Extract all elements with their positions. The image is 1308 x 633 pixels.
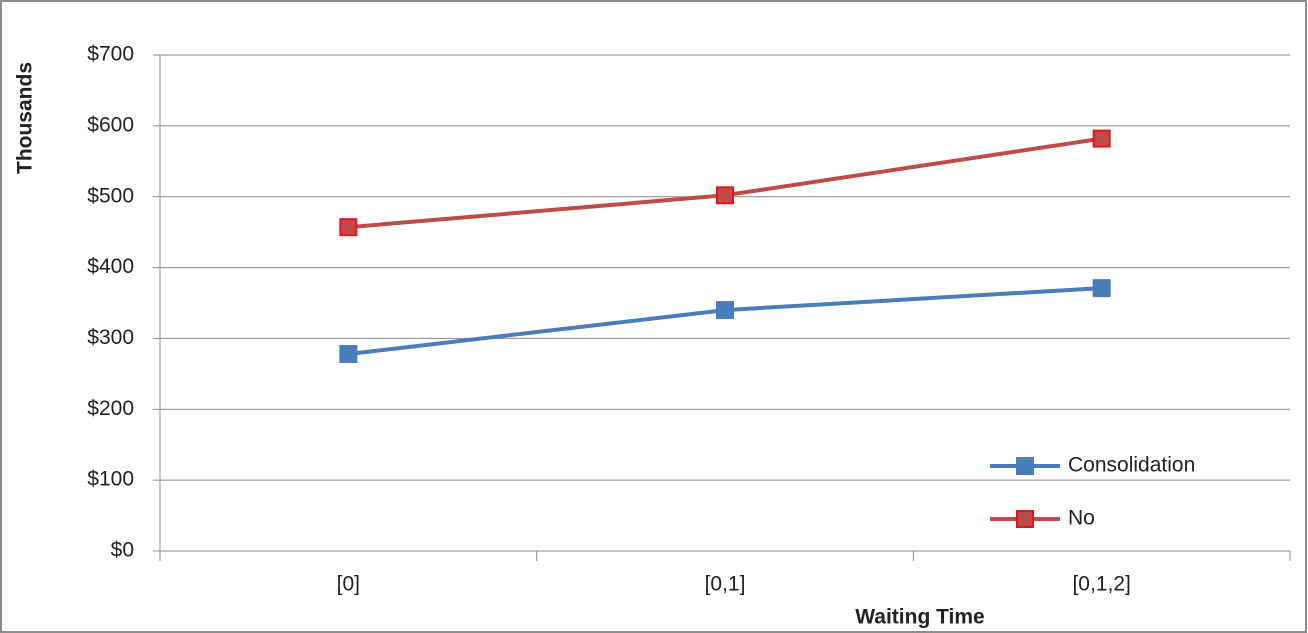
data-point: [339, 218, 358, 237]
x-tick-label: [0]: [337, 573, 360, 596]
y-tick-label: $100: [87, 468, 134, 491]
y-tick-label: $500: [87, 184, 134, 207]
legend-label: No: [1068, 507, 1095, 530]
data-point: [339, 345, 358, 364]
data-point: [1092, 279, 1111, 298]
legend-marker: [1016, 457, 1034, 475]
legend-marker: [1016, 510, 1034, 528]
data-point: [1092, 129, 1111, 148]
y-tick-label: $400: [87, 255, 134, 278]
x-tick-label: [0,1]: [705, 573, 746, 596]
y-axis-title: Thousands: [14, 62, 37, 174]
legend-label: Consolidation: [1068, 454, 1195, 477]
y-tick-label: $600: [87, 113, 134, 136]
y-tick-label: $200: [87, 397, 134, 420]
x-axis-title: Waiting Time: [855, 606, 985, 629]
data-point: [716, 301, 734, 320]
x-tick-label: [0,1,2]: [1072, 573, 1130, 596]
y-tick-label: $300: [87, 326, 134, 349]
y-tick-label: $700: [87, 43, 134, 66]
data-point: [716, 186, 734, 205]
y-tick-label: $0: [111, 539, 134, 562]
